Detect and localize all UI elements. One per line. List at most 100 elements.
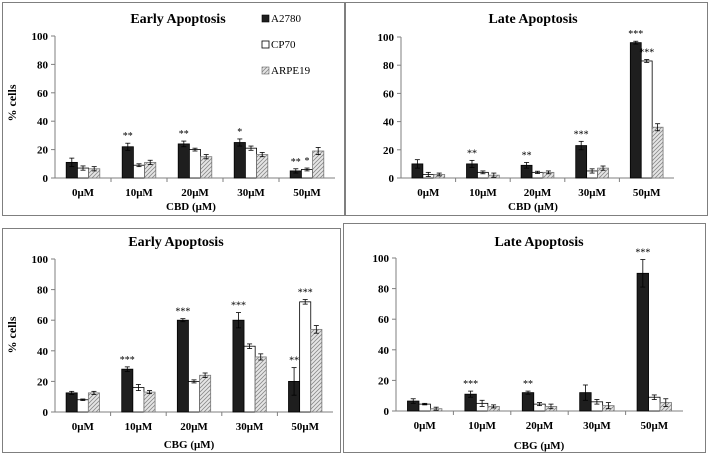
chart-svg-cbg-late: Late Apoptosis CBG (μM) 0 20 40 60 80 100 0μM 1… xyxy=(373,235,683,452)
legend-label-arpe19: ARPE19 xyxy=(271,65,311,77)
chart-panel-cbd-late: Late Apoptosis CBD (μM) 0 20 40 60 80 100 0μM 1… xyxy=(345,2,708,216)
y-tick-label: 20 xyxy=(37,145,49,157)
x-tick-label: 10μM xyxy=(468,420,496,432)
y-tick-label: 20 xyxy=(378,375,390,387)
chart-title: Early Apoptosis xyxy=(130,12,226,27)
bar-a2780 xyxy=(177,143,190,179)
bar-arpe19 xyxy=(310,328,323,413)
bar-a2780 xyxy=(636,272,649,412)
significance-label: ** xyxy=(289,356,299,367)
chart-svg-cbd-late: Late Apoptosis CBD (μM) 0 20 40 60 80 100 0μM 1… xyxy=(378,12,674,213)
y-tick-label: 40 xyxy=(378,345,390,357)
x-tick-label: 0μM xyxy=(72,421,95,433)
y-axis-label: % cells xyxy=(5,316,19,353)
x-axis-label: CBD (μM) xyxy=(166,201,216,213)
bar-cp70 xyxy=(640,60,653,179)
y-tick-label: 40 xyxy=(383,117,395,129)
chart-panel-cbd-early: Early Apoptosis % cells CBD (μM) 0 20 40 60… xyxy=(2,2,345,216)
chart-title: Late Apoptosis xyxy=(494,235,584,250)
bar-cp70 xyxy=(244,147,257,179)
significance-label: ** xyxy=(522,150,532,161)
x-tick-label: 10μM xyxy=(125,421,153,433)
plot-area: 0 20 40 60 80 100 0μM 10μM *** 20μM ** 30μM 50μM *** xyxy=(373,248,683,432)
y-tick-label: 100 xyxy=(32,254,49,266)
legend: A2780 CP70 ARPE19 xyxy=(261,13,311,77)
x-tick-label: 30μM xyxy=(236,421,264,433)
significance-label: ** xyxy=(523,379,533,390)
bar-a2780 xyxy=(65,392,78,413)
y-tick-label: 0 xyxy=(43,407,49,419)
x-tick-label: 50μM xyxy=(291,421,319,433)
bar-cp70 xyxy=(188,149,201,179)
legend-swatch-arpe19 xyxy=(261,66,270,75)
x-tick-label: 30μM xyxy=(237,187,265,199)
chart-svg-cbg-early: Early Apoptosis % cells CBG (μM) 0 20 40 60… xyxy=(5,235,333,451)
plot-area: 0 20 40 60 80 100 0μM 10μM *** 20μM *** 30μM *** 50μM… xyxy=(32,254,333,433)
chart-panel-cbg-early: Early Apoptosis % cells CBG (μM) 0 20 40 60… xyxy=(2,228,341,453)
bar-a2780 xyxy=(575,145,588,179)
chart-title: Early Apoptosis xyxy=(128,235,224,250)
significance-label: ** xyxy=(179,129,189,140)
chart-title: Late Apoptosis xyxy=(488,12,578,27)
bar-a2780 xyxy=(232,319,245,413)
bar-cp70 xyxy=(188,380,200,413)
y-tick-label: 0 xyxy=(389,173,395,185)
y-tick-label: 60 xyxy=(37,315,49,327)
plot-area: 0 20 40 60 80 100 0μM 10μM ** 20μM ** 30μM *** 50μM **… xyxy=(378,29,674,199)
x-tick-label: 10μM xyxy=(469,187,497,199)
y-tick-label: 80 xyxy=(378,284,390,296)
significance-label: *** xyxy=(639,48,654,59)
bar-arpe19 xyxy=(143,391,156,413)
x-tick-label: 20μM xyxy=(526,420,554,432)
bar-a2780 xyxy=(233,142,246,179)
bar-cp70 xyxy=(76,399,89,413)
chart-svg-cbd-early: Early Apoptosis % cells CBD (μM) 0 20 40 60… xyxy=(5,12,335,213)
y-axis-label: % cells xyxy=(5,84,19,121)
x-tick-label: 0μM xyxy=(417,187,440,199)
x-tick-label: 20μM xyxy=(524,187,552,199)
x-tick-label: 50μM xyxy=(640,420,668,432)
bar-a2780 xyxy=(521,392,535,412)
bar-arpe19 xyxy=(199,374,212,413)
bar-cp70 xyxy=(132,164,145,179)
x-tick-label: 20μM xyxy=(180,421,208,433)
legend-item-a2780: A2780 xyxy=(261,13,301,25)
x-tick-label: 50μM xyxy=(293,187,321,199)
chart-panel-cbg-late: Late Apoptosis CBG (μM) 0 20 40 60 80 100 0μM 1… xyxy=(343,223,706,453)
bar-arpe19 xyxy=(200,156,213,179)
bar-cp70 xyxy=(243,345,256,413)
x-tick-label: 20μM xyxy=(181,187,209,199)
x-tick-label: 50μM xyxy=(633,187,661,199)
x-tick-label: 0μM xyxy=(72,187,95,199)
x-tick-label: 10μM xyxy=(125,187,153,199)
significance-label: ** xyxy=(467,148,477,159)
y-tick-label: 80 xyxy=(383,60,395,72)
legend-item-cp70: CP70 xyxy=(261,39,296,51)
x-tick-label: 30μM xyxy=(578,187,606,199)
bar-arpe19 xyxy=(312,150,325,179)
y-tick-label: 100 xyxy=(378,32,395,44)
y-tick-label: 0 xyxy=(43,173,49,185)
bar-a2780 xyxy=(176,319,189,413)
y-tick-label: 20 xyxy=(383,145,395,157)
significance-label: *** xyxy=(298,288,313,299)
significance-label: *** xyxy=(175,307,190,318)
y-tick-label: 20 xyxy=(37,376,49,388)
legend-label-a2780: A2780 xyxy=(271,13,301,25)
bar-a2780 xyxy=(121,368,134,413)
bar-arpe19 xyxy=(254,356,267,413)
bar-arpe19 xyxy=(651,126,664,179)
legend-item-arpe19: ARPE19 xyxy=(261,65,311,77)
y-tick-label: 100 xyxy=(32,31,49,43)
y-tick-label: 80 xyxy=(37,59,49,71)
bar-a2780 xyxy=(121,146,134,179)
y-tick-label: 80 xyxy=(37,285,49,297)
significance-label: *** xyxy=(463,379,478,390)
bar-a2780 xyxy=(629,42,642,179)
x-axis-label: CBG (μM) xyxy=(514,440,565,452)
bar-arpe19 xyxy=(87,392,100,413)
significance-label: *** xyxy=(628,29,643,40)
legend-label-cp70: CP70 xyxy=(271,39,296,51)
significance-label: * xyxy=(237,127,242,138)
y-tick-label: 60 xyxy=(37,88,49,100)
